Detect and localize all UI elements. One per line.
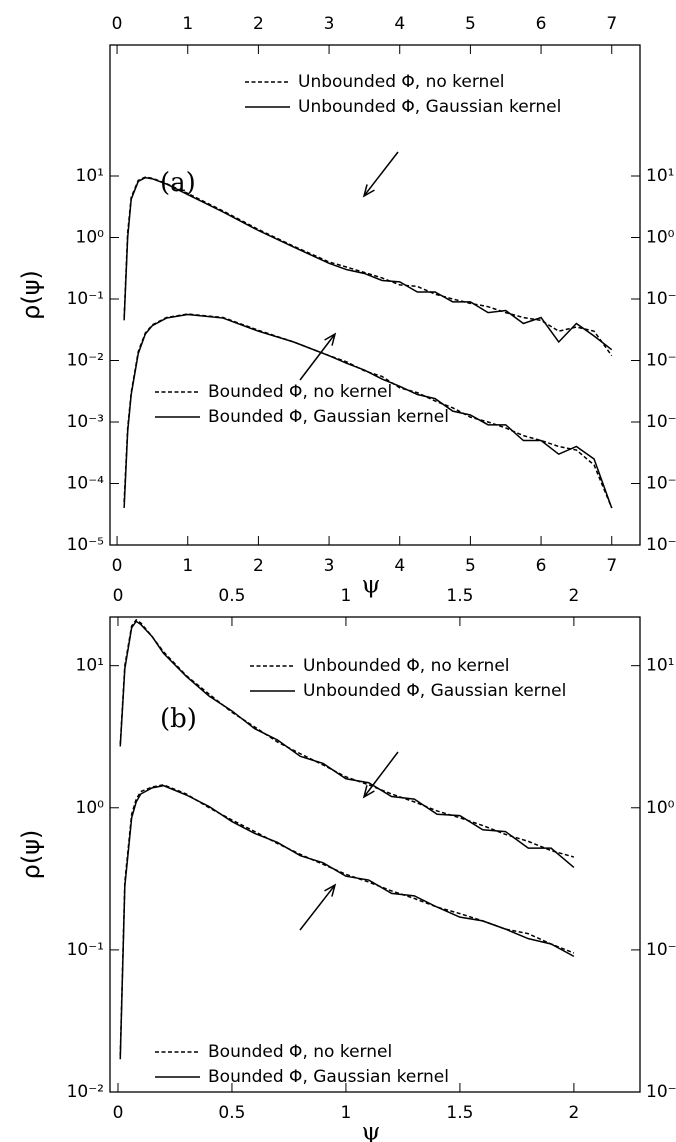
x-tick-label-top: 0.5: [218, 586, 245, 606]
arrow: [363, 751, 399, 798]
arrow: [299, 884, 336, 931]
plot-frame: [109, 616, 641, 1093]
y-tick-label: 10⁻¹: [67, 940, 104, 960]
y-tick-label: 10⁻¹: [67, 289, 104, 309]
x-tick-label-top: 6: [536, 14, 547, 34]
arrow: [363, 151, 399, 197]
x-tick-label-top: 1: [341, 586, 352, 606]
x-tick-label: 5: [465, 556, 476, 576]
legend-label: Unbounded Φ, Gaussian kernel: [303, 681, 566, 701]
legend-label: Unbounded Φ, Gaussian kernel: [298, 97, 561, 117]
data-line: [119, 618, 575, 858]
y-tick-label-right: 10⁻⁴: [646, 474, 676, 494]
y-tick-label-right: 10⁻³: [646, 412, 676, 432]
arrow-head: [324, 332, 337, 346]
y-tick-label-right: 10⁰: [646, 228, 675, 248]
data-line: [119, 620, 575, 869]
x-tick-label: 0: [112, 556, 123, 576]
x-axis-label: ψ: [362, 1118, 381, 1142]
annotation: (b): [160, 704, 197, 734]
legend-label: Unbounded Φ, no kernel: [303, 656, 510, 676]
x-tick-label-top: 0: [113, 586, 124, 606]
x-tick-label: 2: [568, 1103, 579, 1123]
y-axis-label: ρ(ψ): [17, 830, 45, 880]
arrow-head: [362, 785, 375, 799]
y-tick-label: 10⁰: [76, 798, 105, 818]
x-tick-label: 1: [182, 556, 193, 576]
legend-label: Bounded Φ, Gaussian kernel: [208, 1067, 449, 1087]
x-tick-label-top: 1.5: [446, 586, 473, 606]
y-tick-label: 10⁻⁵: [67, 535, 104, 555]
plot-frame: [109, 44, 641, 546]
data-line: [123, 313, 613, 509]
legend-label: Bounded Φ, no kernel: [208, 382, 392, 402]
x-tick-label: 0: [113, 1103, 124, 1123]
x-tick-label-top: 0: [112, 14, 123, 34]
x-tick-label: 4: [394, 556, 405, 576]
y-axis-label: ρ(ψ): [17, 270, 45, 320]
arrow-head: [324, 883, 337, 897]
x-tick-label-top: 4: [394, 14, 405, 34]
x-tick-label-top: 5: [465, 14, 476, 34]
y-tick-label-right: 10¹: [646, 656, 674, 676]
x-axis-label: ψ: [362, 571, 381, 599]
x-tick-label-top: 2: [253, 14, 264, 34]
x-tick-label-top: 2: [568, 586, 579, 606]
y-tick-label-right: 10⁻²: [646, 1082, 676, 1102]
legend-label: Bounded Φ, no kernel: [208, 1042, 392, 1062]
x-tick-label-top: 7: [606, 14, 617, 34]
y-tick-label: 10⁻³: [67, 412, 104, 432]
y-tick-label: 10⁰: [76, 228, 105, 248]
x-tick-label: 1.5: [446, 1103, 473, 1123]
arrow: [299, 333, 336, 381]
data-line: [119, 784, 575, 1056]
x-tick-label: 0.5: [218, 1103, 245, 1123]
x-tick-label: 7: [606, 556, 617, 576]
x-tick-label: 3: [324, 556, 335, 576]
y-tick-label: 10¹: [76, 656, 104, 676]
x-tick-label: 1: [341, 1103, 352, 1123]
x-tick-label: 2: [253, 556, 264, 576]
y-tick-label-right: 10⁰: [646, 798, 675, 818]
y-tick-label-right: 10⁻¹: [646, 289, 676, 309]
arrow-head: [362, 184, 375, 198]
data-line: [123, 176, 613, 351]
y-tick-label-right: 10⁻⁵: [646, 535, 676, 555]
y-tick-label: 10¹: [76, 166, 104, 186]
data-line: [119, 784, 575, 1060]
legend-label: Unbounded Φ, no kernel: [298, 72, 505, 92]
x-tick-label: 6: [536, 556, 547, 576]
data-line: [123, 176, 613, 357]
annotation: (a): [160, 168, 196, 198]
y-tick-label: 10⁻²: [67, 351, 104, 371]
y-tick-label-right: 10¹: [646, 166, 674, 186]
y-tick-label: 10⁻²: [67, 1082, 104, 1102]
legend-label: Bounded Φ, Gaussian kernel: [208, 407, 449, 427]
y-tick-label-right: 10⁻¹: [646, 940, 676, 960]
x-tick-label-top: 3: [324, 14, 335, 34]
x-tick-label-top: 1: [182, 14, 193, 34]
y-tick-label-right: 10⁻²: [646, 351, 676, 371]
y-tick-label: 10⁻⁴: [67, 474, 105, 494]
